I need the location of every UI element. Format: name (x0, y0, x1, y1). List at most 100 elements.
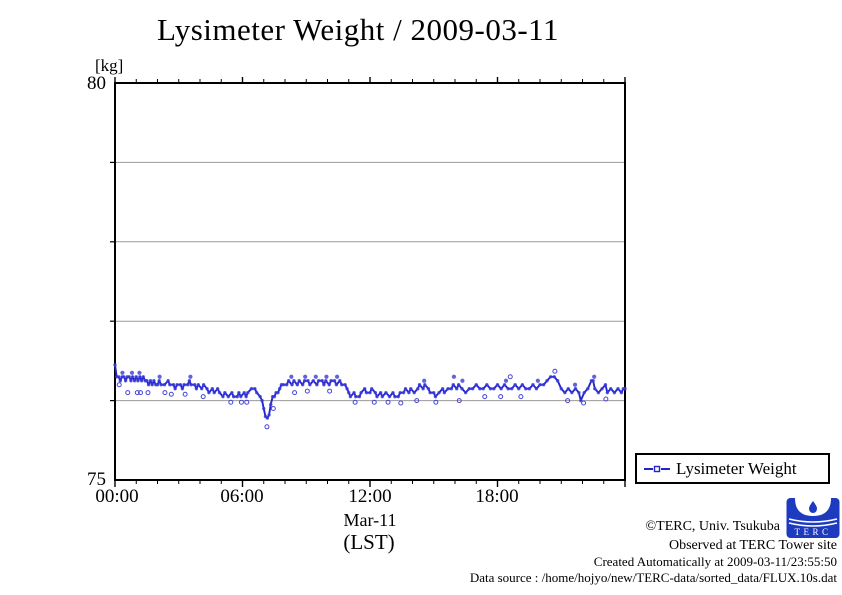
x-tick-label-0000: 00:00 (95, 486, 139, 507)
data-marker (506, 386, 510, 391)
data-marker (255, 390, 259, 395)
data-marker (262, 406, 266, 411)
outlier-dot-open (456, 398, 462, 404)
data-marker (412, 390, 416, 395)
data-marker (295, 383, 300, 387)
data-marker (180, 386, 185, 391)
data-marker (623, 386, 627, 391)
data-marker (582, 390, 586, 395)
data-marker (285, 383, 289, 387)
data-marker (235, 394, 239, 399)
data-marker (409, 386, 413, 391)
data-marker (217, 390, 222, 395)
data-marker (359, 390, 363, 395)
data-marker (517, 386, 521, 391)
data-marker (357, 394, 362, 399)
data-marker (368, 390, 372, 395)
data-marker (308, 383, 312, 387)
data-marker (495, 383, 500, 387)
data-marker (347, 390, 351, 395)
data-marker (316, 379, 321, 383)
outlier-dot-filled (334, 374, 340, 379)
data-marker (281, 383, 285, 387)
outlier-dot-filled (503, 378, 509, 383)
y-axis-unit-label: [kg] (95, 56, 124, 75)
data-marker (226, 394, 230, 399)
data-marker (207, 390, 211, 395)
data-marker (488, 386, 493, 391)
data-marker (269, 402, 273, 407)
data-marker (129, 379, 133, 383)
outlier-dot-open (385, 399, 391, 405)
outlier-dot-open (138, 390, 143, 396)
data-marker (212, 390, 216, 395)
outlier-dot-open (244, 399, 250, 405)
data-marker (134, 375, 138, 379)
data-marker (593, 386, 597, 391)
outlier-dot-filled (422, 378, 427, 383)
data-marker (478, 386, 482, 391)
outlier-dot-open (482, 394, 488, 400)
data-marker (375, 394, 379, 399)
outlier-dot-open (498, 394, 504, 400)
outlier-dot-filled (460, 378, 465, 383)
data-marker (456, 383, 461, 387)
data-marker (200, 386, 204, 391)
outlier-dot-open (270, 406, 276, 412)
outlier-dot-filled (120, 370, 125, 375)
data-marker (162, 383, 167, 387)
data-marker (116, 375, 121, 379)
data-marker (428, 390, 432, 395)
data-marker (378, 390, 383, 395)
data-marker (403, 386, 408, 391)
data-marker (345, 386, 349, 391)
data-marker (223, 390, 227, 395)
data-marker (146, 383, 151, 387)
outlier-dot-open (125, 390, 131, 396)
data-marker (449, 386, 454, 391)
data-marker (612, 390, 617, 395)
data-marker (470, 386, 475, 391)
data-marker (194, 386, 199, 391)
data-marker (548, 375, 553, 379)
data-marker (502, 383, 507, 387)
outlier-dot-open (168, 391, 174, 397)
data-marker (433, 394, 438, 399)
data-marker (118, 379, 123, 383)
outlier-dot-filled (313, 374, 318, 379)
data-marker (237, 390, 241, 395)
data-marker (286, 379, 291, 383)
outlier-dot-filled (303, 374, 308, 379)
data-marker (249, 386, 254, 391)
y-tick-label-75: 75 (87, 469, 106, 490)
data-marker (148, 379, 153, 383)
outlier-dot-open (162, 390, 168, 396)
data-marker (596, 390, 601, 395)
data-marker (292, 379, 296, 383)
outlier-dot-open (116, 382, 122, 388)
footer-copyright: ©TERC, Univ. Tsukuba (645, 519, 781, 534)
outlier-dot-open (603, 396, 609, 402)
data-marker (210, 386, 215, 391)
outlier-dot-open (352, 399, 358, 405)
data-marker (591, 379, 595, 383)
y-tick-label-80: 80 (87, 73, 106, 94)
data-marker (329, 379, 333, 383)
data-marker (272, 394, 277, 399)
data-marker (189, 383, 193, 387)
data-marker (145, 379, 149, 383)
data-marker (205, 386, 209, 391)
data-marker (324, 379, 328, 383)
data-marker (570, 390, 574, 395)
data-marker (380, 394, 385, 399)
outlier-dot-open (518, 394, 524, 400)
data-marker (122, 375, 126, 379)
data-marker (492, 386, 496, 391)
data-marker (460, 386, 464, 391)
data-marker (221, 394, 225, 399)
data-marker (258, 394, 262, 399)
data-marker (407, 390, 411, 395)
data-marker (246, 390, 250, 395)
data-marker (302, 379, 307, 383)
